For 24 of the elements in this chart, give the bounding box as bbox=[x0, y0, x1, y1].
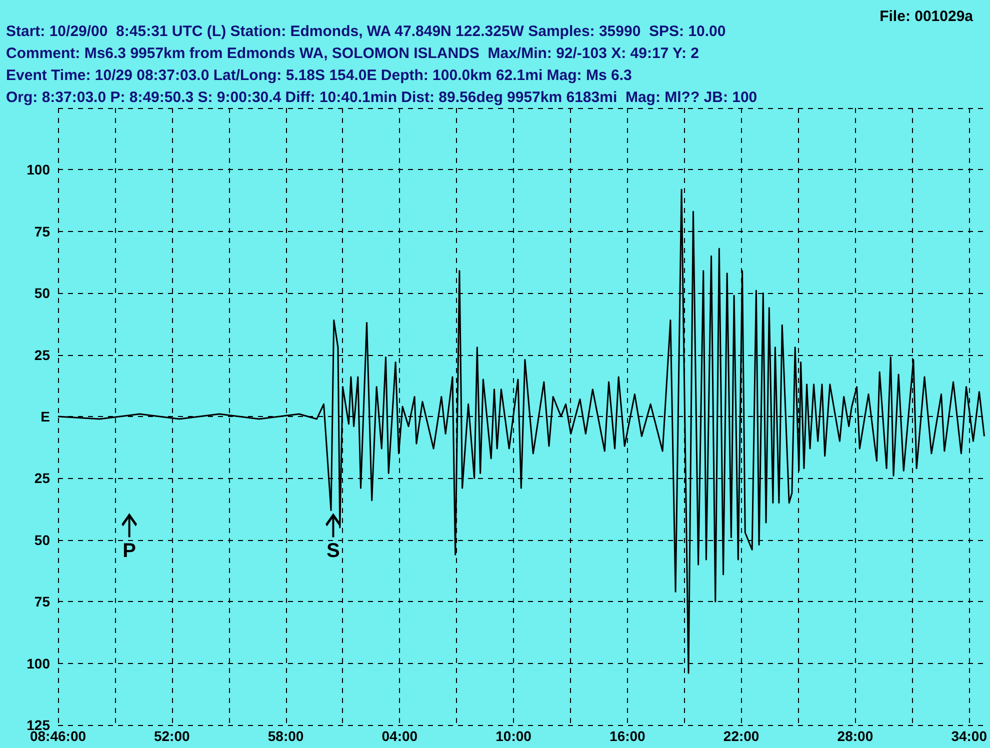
x-tick-label: 28:00 bbox=[837, 728, 874, 744]
x-tick-label: 58:00 bbox=[268, 728, 304, 744]
x-tick-label: 16:00 bbox=[610, 728, 646, 744]
x-tick-label: 34:00 bbox=[951, 728, 988, 744]
x-tick-label: 10:00 bbox=[496, 728, 532, 744]
text: Start: 10/29/00 8:45:31 UTC (L) Station: Edmonds, WA 47.849N 122.325W Samples: 35990 SPS: 10.00 bbox=[6, 23, 726, 40]
y-tick-label: 50 bbox=[34, 285, 50, 302]
y-tick-label: 100 bbox=[26, 655, 50, 672]
y-tick-label: 25 bbox=[34, 346, 50, 363]
text: Comment: Ms6.3 9957km from Edmonds WA, SOLOMON ISLANDS Max/Min: 92/-103 X: 49:17 Y: 2 bbox=[6, 45, 699, 62]
y-tick-label: E bbox=[40, 408, 50, 424]
chart-title: File: 001029a bbox=[880, 8, 974, 25]
x-tick-label: 52:00 bbox=[154, 728, 190, 744]
annotation: P bbox=[122, 540, 136, 562]
y-tick-label: 75 bbox=[34, 223, 50, 240]
x-tick-label: 22:00 bbox=[723, 728, 760, 744]
y-tick-label: 75 bbox=[34, 594, 50, 610]
y-tick-label: 50 bbox=[34, 532, 50, 548]
y-tick-label: 100 bbox=[26, 162, 50, 178]
text: Event Time: 10/29 08:37:03.0 Lat/Long: 5.18S 154.0E Depth: 100.0km 62.1mi Mag: Ms 6.3 bbox=[6, 67, 632, 84]
x-tick-label: 04:00 bbox=[382, 728, 418, 744]
text: Org: 8:37:03.0 P: 8:49:50.3 S: 9:00:30.4 Diff: 10:40.1min Dist: 89.56deg 9957km 6183mi Mag: Ml?? JB: 100 bbox=[6, 89, 758, 106]
annotation: S bbox=[326, 540, 340, 562]
y-tick-label: 25 bbox=[34, 470, 50, 486]
